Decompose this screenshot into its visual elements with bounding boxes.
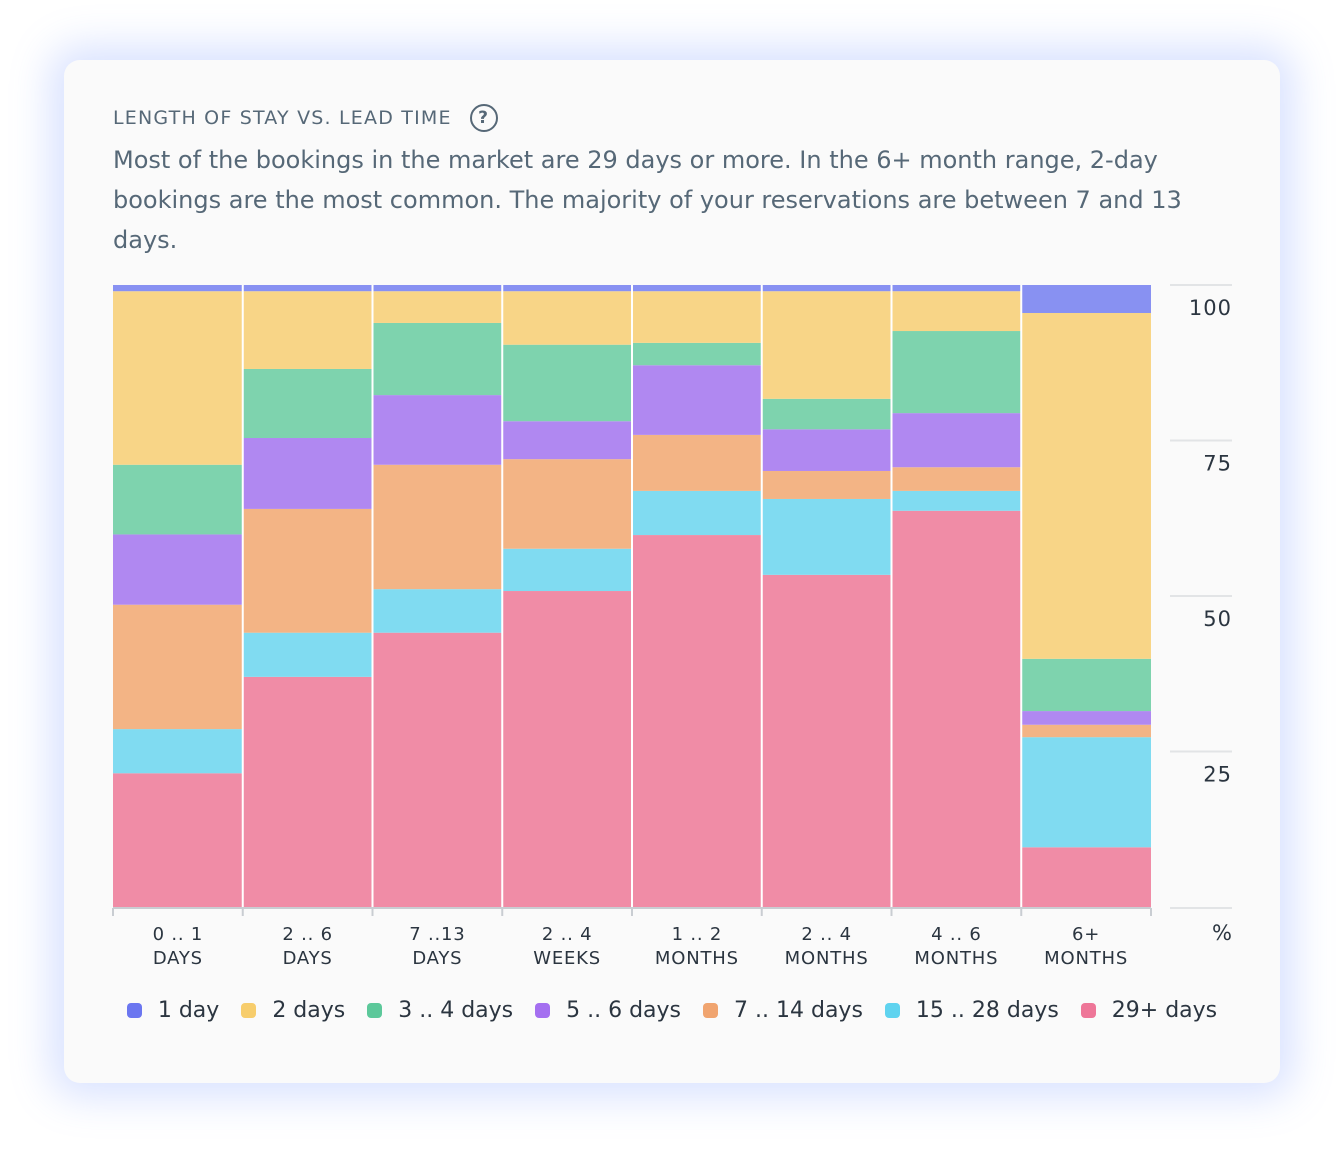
bar-segment: [632, 434, 762, 491]
chart-title-row: LENGTH OF STAY VS. LEAD TIME ?: [113, 104, 498, 132]
bar-segment: [372, 464, 503, 590]
bar-segment: [632, 490, 762, 536]
bar-segment: [1021, 724, 1151, 738]
bar-segment: [891, 285, 1022, 292]
legend-item[interactable]: 15 .. 28 days: [884, 998, 1059, 1023]
bar-segment: [372, 322, 503, 396]
x-tick-label: 7 ..13 DAYS: [409, 924, 465, 969]
bar-segment: [632, 535, 762, 907]
legend-item[interactable]: 1 day: [126, 998, 220, 1023]
bar-segment: [1021, 737, 1151, 848]
legend-swatch: [703, 1003, 719, 1018]
chart-card: LENGTH OF STAY VS. LEAD TIME ? Most of t…: [64, 60, 1280, 1083]
legend-swatch: [535, 1003, 551, 1018]
help-icon[interactable]: ?: [469, 104, 498, 132]
legend-item[interactable]: 2 days: [241, 998, 345, 1023]
y-tick-label: 25: [1203, 763, 1232, 787]
bar-segment: [242, 676, 373, 907]
bar-segment: [242, 438, 373, 509]
x-tick-label: 6+ MONTHS: [1044, 924, 1128, 969]
bar-segment: [113, 285, 243, 292]
bar-segment: [502, 421, 632, 460]
bar-segment: [1021, 312, 1151, 659]
y-axis-unit: %: [1212, 921, 1232, 945]
bar-segment: [632, 285, 762, 292]
legend-item[interactable]: 3 .. 4 days: [367, 998, 513, 1023]
stacked-bar-chart: 25 50 75 100% 0 .. 1 DAYS 2 .. 6 DAYS 7 ..13 DAYS…: [112, 284, 1232, 969]
bar-segment: [632, 365, 762, 435]
bar-segment: [891, 413, 1022, 468]
y-tick-label: 50: [1203, 607, 1232, 631]
bar-segment: [891, 510, 1022, 907]
bar-segment: [891, 467, 1022, 491]
x-tick-label: 2 .. 4 MONTHS: [785, 924, 869, 969]
bar-segment: [502, 285, 632, 292]
legend-label: 7 .. 14 days: [734, 998, 863, 1023]
bar-segment: [113, 729, 243, 774]
legend-label: 15 .. 28 days: [915, 998, 1059, 1023]
bar-segment: [502, 344, 632, 422]
x-tick-label: 2 .. 6 DAYS: [282, 924, 333, 969]
bar-segment: [891, 490, 1022, 511]
bar-segment: [242, 368, 373, 439]
legend-label: 2 days: [272, 998, 346, 1023]
bar-segment: [632, 342, 762, 366]
y-tick-label: 100: [1189, 296, 1232, 320]
bar-segment: [1021, 658, 1151, 712]
legend-label: 3 .. 4 days: [398, 998, 514, 1023]
bar-segment: [891, 291, 1022, 332]
legend-item[interactable]: 7 .. 14 days: [703, 998, 863, 1023]
bar-segment: [372, 395, 503, 465]
bar-segment: [242, 285, 373, 292]
bar-segment: [891, 331, 1022, 414]
bar-segment: [632, 291, 762, 343]
bar-segment: [372, 632, 503, 907]
bar-segment: [1021, 711, 1151, 725]
bar-segment: [502, 459, 632, 549]
chart-description: Most of the bookings in the market are 2…: [113, 146, 1182, 254]
legend: 1 day 2 days 3 .. 4 days 5 .. 6 days 7 .. 14…: [64, 998, 1280, 1023]
y-tick-label: 75: [1203, 452, 1232, 476]
legend-label: 29+ days: [1111, 998, 1218, 1023]
legend-label: 1 day: [157, 998, 220, 1023]
legend-swatch: [1080, 1003, 1096, 1018]
x-tick-label: 4 .. 6 MONTHS: [914, 924, 998, 969]
bar-segment: [502, 591, 632, 907]
bar-segment: [502, 291, 632, 345]
bar-segment: [761, 574, 892, 907]
bar-segment: [761, 470, 892, 499]
bar-segment: [113, 534, 243, 605]
bar-segment: [372, 589, 503, 633]
bar-segment: [113, 464, 243, 535]
bar-segment: [761, 291, 892, 399]
legend-swatch: [241, 1003, 257, 1018]
x-tick-label: 2 .. 4 WEEKS: [533, 924, 601, 969]
chart-title: LENGTH OF STAY VS. LEAD TIME: [113, 107, 452, 129]
bar-segment: [502, 548, 632, 592]
bar-segment: [761, 429, 892, 471]
legend-swatch: [884, 1003, 900, 1018]
bar-segment: [113, 291, 243, 465]
bar-segment: [1021, 847, 1151, 907]
x-tick-label: 0 .. 1 DAYS: [153, 924, 204, 969]
bar-segment: [761, 498, 892, 575]
bar-segment: [372, 285, 503, 292]
bar-segment: [372, 291, 503, 323]
bar-segment: [242, 291, 373, 369]
bar-segment: [761, 285, 892, 292]
legend-item[interactable]: 29+ days: [1080, 998, 1218, 1023]
bar-segment: [242, 632, 373, 677]
x-tick-label: 1 .. 2 MONTHS: [655, 924, 739, 969]
bar-segment: [113, 773, 243, 907]
legend-swatch: [126, 1003, 142, 1018]
bar-segment: [113, 604, 243, 730]
bar-segment: [761, 398, 892, 430]
legend-label: 5 .. 6 days: [566, 998, 682, 1023]
legend-swatch: [367, 1003, 383, 1018]
bar-segment: [242, 508, 373, 633]
legend-item[interactable]: 5 .. 6 days: [535, 998, 681, 1023]
bar-segment: [1021, 285, 1151, 313]
